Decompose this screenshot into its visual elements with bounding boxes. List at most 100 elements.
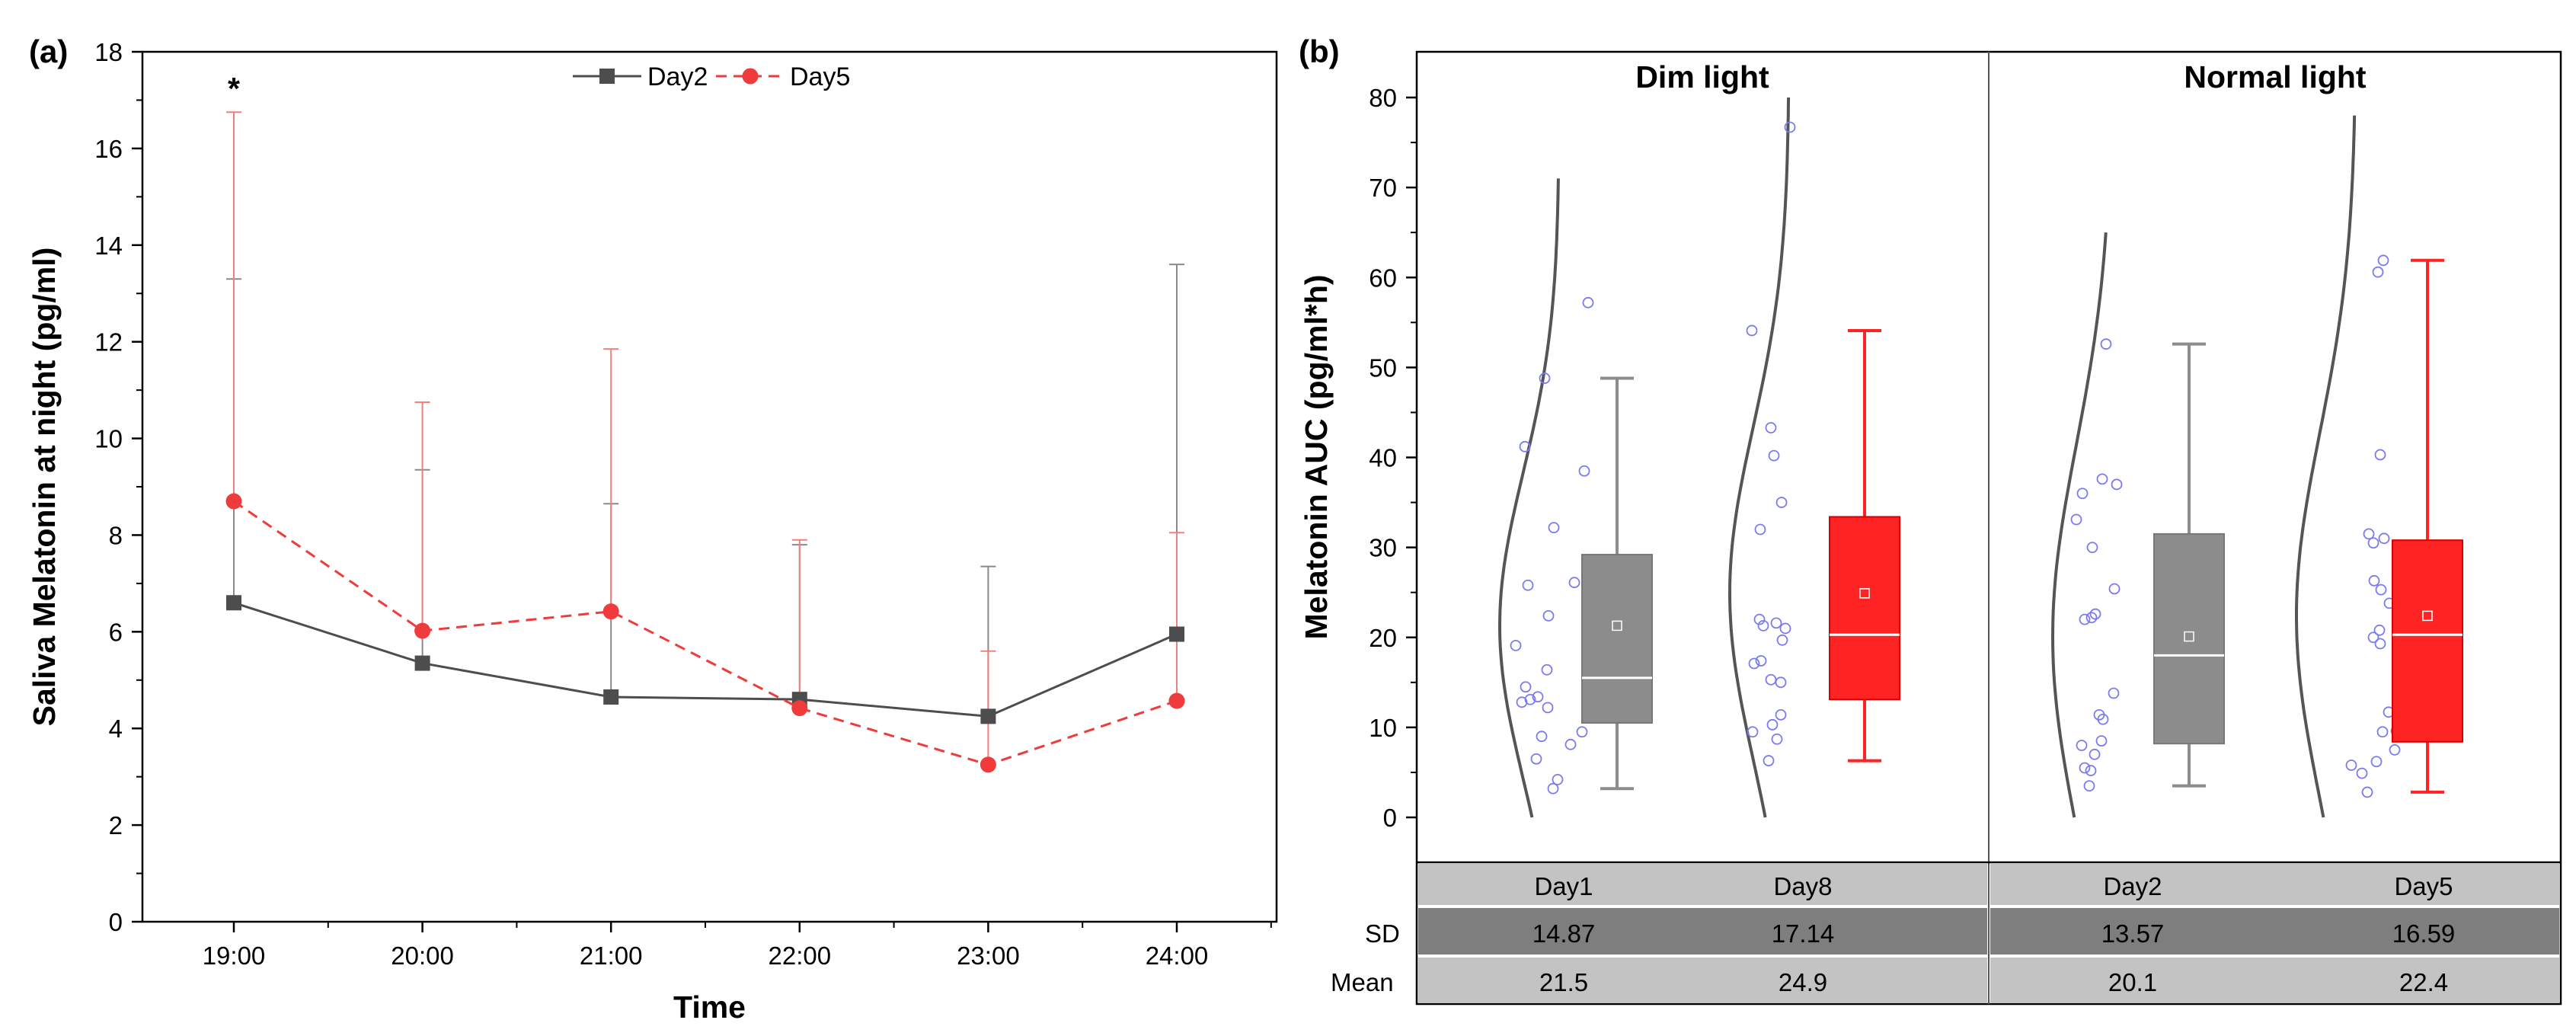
x-tick-label: 20:00: [391, 942, 454, 970]
table-cell-mean: 22.4: [2399, 968, 2448, 996]
data-point-day5: [2374, 638, 2386, 650]
data-point-day8: [1765, 673, 1777, 686]
data-point-day8: [1748, 657, 1760, 670]
y-tick-label: 18: [94, 38, 123, 66]
y-axis-title-b: Melatonin AUC (pg/ml*h): [1299, 274, 1334, 639]
data-point-day5: [2361, 786, 2373, 798]
data-point-day2: [2096, 473, 2108, 485]
data-point-day2: [2095, 735, 2108, 747]
data-point-day8: [1768, 449, 1780, 462]
point-day5: [602, 603, 619, 620]
x-tick-label: 23:00: [957, 942, 1020, 970]
y-axis-title: Saliva Melatonin at night (pg/ml): [27, 248, 62, 727]
y-tick-label: 40: [1369, 444, 1397, 472]
data-point-day2: [2111, 478, 2123, 491]
data-point-day8: [1755, 655, 1767, 667]
table-row-band: [1418, 908, 1987, 954]
data-point-day5: [2375, 584, 2387, 596]
data-point-day2: [2085, 612, 2098, 624]
data-point-day1: [1522, 579, 1534, 591]
data-point-day8: [1784, 121, 1796, 133]
data-point-day8: [1775, 708, 1787, 721]
data-point-day2: [2076, 740, 2088, 751]
data-point-day5: [2356, 767, 2368, 779]
data-point-day8: [1770, 617, 1782, 629]
density-curve-day2: [2050, 232, 2108, 818]
y-tick-label: 70: [1369, 174, 1397, 202]
data-point-day2: [2079, 613, 2091, 625]
point-day5: [791, 700, 808, 717]
data-point-day1: [1578, 465, 1590, 477]
y-tick-label: 6: [109, 618, 123, 646]
data-point-day2: [2079, 762, 2091, 774]
data-point-day5: [2374, 449, 2386, 461]
data-point-day1: [1576, 726, 1588, 738]
box-day1: [1581, 554, 1653, 724]
data-point-day2: [2076, 488, 2089, 500]
point-day5: [414, 622, 431, 639]
data-point-day5: [2373, 624, 2386, 636]
data-point-day2: [2086, 542, 2098, 554]
point-day2: [1169, 626, 1184, 642]
data-point-day8: [1747, 726, 1759, 738]
data-point-day1: [1520, 681, 1532, 693]
y-tick-label: 4: [109, 715, 123, 743]
table-cell-mean: 21.5: [1539, 968, 1588, 996]
data-point-day8: [1763, 755, 1775, 766]
data-point-day1: [1536, 731, 1548, 743]
data-point-day1: [1519, 440, 1531, 452]
data-point-day5: [2378, 532, 2390, 545]
point-day5: [225, 493, 242, 510]
table-row-band: [1418, 864, 1987, 905]
y-tick-label: 60: [1369, 264, 1397, 292]
data-point-day1: [1547, 782, 1559, 795]
point-day5: [1168, 692, 1185, 709]
mean-marker-day1: [1612, 620, 1622, 632]
box-day2: [2153, 532, 2225, 745]
data-point-day2: [2108, 687, 2120, 699]
table-row-band: [1990, 908, 2559, 954]
x-tick-label: 22:00: [769, 942, 832, 970]
point-day2: [603, 689, 619, 705]
data-point-day8: [1765, 422, 1777, 433]
box-day8: [1829, 516, 1900, 701]
data-point-day8: [1757, 619, 1769, 632]
panel-title-dim-light: Dim light: [1635, 59, 1769, 94]
data-point-day5: [2370, 756, 2383, 768]
legend-marker-day2: [599, 69, 615, 84]
data-point-day5: [2363, 528, 2375, 540]
panel-a-frame: [141, 50, 1278, 923]
table-row-label-sd: SD: [1365, 919, 1400, 948]
data-point-day2: [2089, 608, 2101, 620]
y-tick-label: 14: [94, 232, 123, 260]
table-cell-sd: 16.59: [2392, 919, 2456, 948]
mean-marker-day2: [2184, 631, 2194, 642]
data-point-day8: [1779, 622, 1791, 635]
table-row-band: [1418, 958, 1987, 1002]
table-cell-sd: 17.14: [1772, 919, 1835, 948]
y-tick-label: 16: [94, 135, 123, 163]
point-day2: [980, 708, 996, 724]
panel-title-normal-light: Normal light: [2184, 59, 2367, 94]
data-point-day2: [2100, 338, 2112, 350]
x-tick-label: 21:00: [580, 942, 643, 970]
series-line-day2: [233, 601, 1178, 718]
data-point-day5: [2345, 759, 2357, 771]
x-tick-label: 19:00: [203, 942, 266, 970]
point-day5: [980, 756, 996, 773]
data-point-day1: [1516, 696, 1528, 708]
data-point-day2: [2097, 713, 2109, 725]
data-point-day1: [1568, 577, 1580, 589]
data-point-day5: [2376, 726, 2389, 738]
data-point-day5: [2367, 537, 2379, 549]
legend-label-day2: Day2: [647, 62, 708, 91]
table-col-header: Day2: [2103, 872, 2162, 900]
data-point-day2: [2085, 765, 2097, 776]
x-axis-title: Time: [673, 990, 746, 1025]
data-point-day1: [1510, 639, 1522, 651]
data-point-day1: [1542, 702, 1554, 714]
legend-marker-day5: [742, 68, 759, 85]
panel-a-label: (a): [29, 34, 68, 69]
y-tick-label: 30: [1369, 534, 1397, 562]
